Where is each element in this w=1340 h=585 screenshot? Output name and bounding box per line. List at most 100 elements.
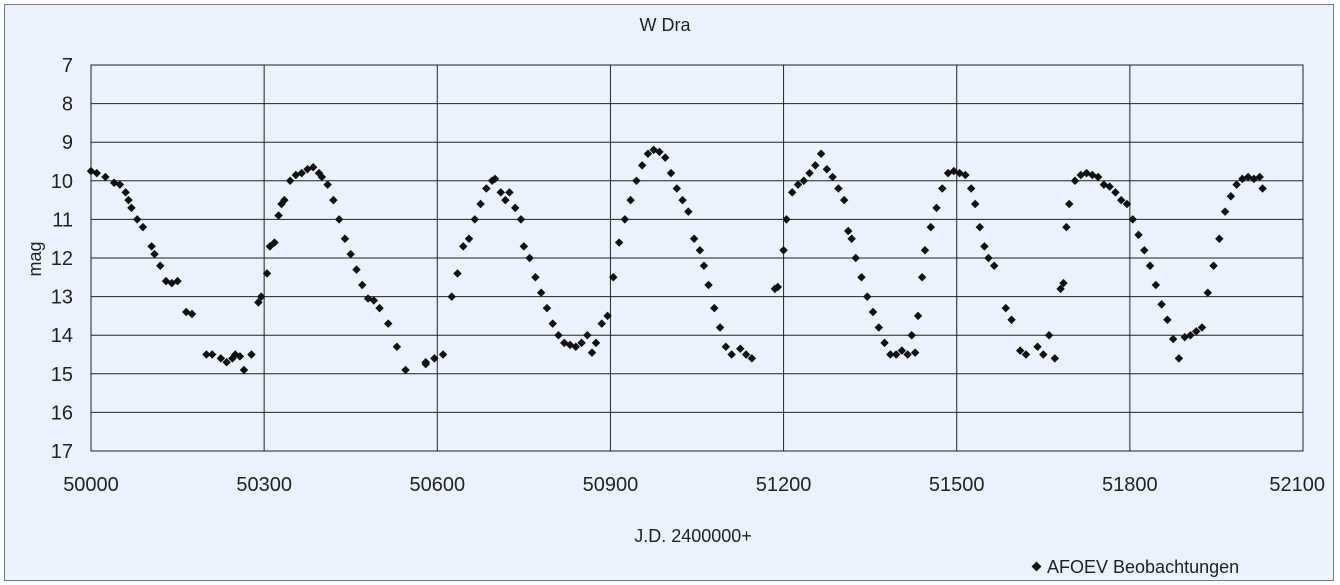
y-tick-label: 12 (51, 248, 73, 270)
data-point (1191, 327, 1201, 336)
y-tick-label: 9 (62, 132, 73, 154)
data-point (317, 172, 327, 182)
x-axis-label: J.D. 2400000+ (634, 526, 752, 546)
data-point (1044, 330, 1054, 340)
y-tick-label: 11 (52, 209, 73, 231)
data-point (1203, 288, 1213, 297)
legend-marker (1031, 561, 1042, 572)
y-tick-label: 14 (51, 325, 73, 347)
data-point (476, 199, 485, 209)
data-point (907, 330, 916, 340)
data-point (1174, 354, 1184, 363)
data-point (603, 311, 612, 321)
data-point (358, 280, 367, 290)
data-point (1151, 280, 1161, 290)
data-point (577, 338, 586, 348)
data-point (222, 357, 231, 367)
data-point (121, 188, 130, 197)
data-point (453, 269, 462, 278)
data-point (868, 307, 878, 317)
x-tick-labels: 50000 50300 50600 50900 51200 51500 51800 52100 (63, 474, 1325, 496)
data-point (207, 350, 217, 359)
y-tick-label: 8 (62, 94, 73, 116)
y-tick-labels: 7 8 9 10 11 12 13 14 15 16 17 (51, 55, 73, 463)
data-point (710, 303, 719, 313)
data-point (470, 215, 480, 224)
data-point (92, 168, 102, 178)
data-point (459, 242, 468, 251)
data-point (147, 242, 156, 251)
data-point (262, 269, 272, 278)
data-point (127, 203, 136, 213)
chart-frame: W Dra 7 8 9 10 11 12 13 14 15 16 17 50000 50300 5060… (4, 4, 1334, 581)
data-point (340, 234, 350, 243)
data-point (1033, 342, 1042, 352)
data-point (897, 346, 907, 355)
data-point (736, 344, 745, 353)
data-point (747, 354, 757, 363)
data-point (913, 311, 923, 321)
data-point (308, 163, 318, 172)
data-point (587, 348, 597, 357)
data-point (891, 350, 901, 359)
data-point (863, 292, 872, 301)
data-point (369, 296, 379, 305)
data-point (1001, 303, 1011, 313)
data-point (1157, 300, 1166, 309)
data-point (329, 195, 338, 205)
data-point (1168, 334, 1178, 344)
data-point (124, 195, 133, 205)
data-point (202, 350, 211, 359)
data-point (505, 188, 514, 197)
data-point (536, 288, 546, 297)
data-point (583, 330, 592, 340)
data-point (1163, 315, 1172, 325)
data-point (1145, 261, 1155, 270)
data-point (1039, 350, 1048, 359)
data-point (430, 354, 439, 363)
data-point (280, 195, 289, 205)
x-tick-label: 50600 (409, 474, 465, 496)
y-tick-label: 17 (51, 441, 73, 463)
data-point (1209, 261, 1218, 270)
data-point (270, 238, 279, 247)
light-curve-chart: W Dra 7 8 9 10 11 12 13 14 15 16 17 50000 50300 5060… (25, 15, 1325, 577)
data-point (609, 273, 618, 282)
data-point (501, 195, 510, 205)
x-tick-label: 50000 (63, 474, 119, 496)
chart-title: W Dra (640, 15, 692, 35)
data-point (496, 188, 506, 197)
data-point (597, 319, 607, 328)
data-point (1015, 346, 1025, 355)
data-point (1050, 354, 1060, 363)
data-point (917, 273, 927, 282)
x-tick-label: 50300 (236, 474, 292, 496)
data-point (239, 365, 249, 375)
data-point (727, 350, 736, 359)
data-point (704, 280, 713, 290)
y-tick-label: 13 (51, 287, 73, 309)
x-tick-label: 50900 (583, 474, 639, 496)
data-point (490, 174, 500, 184)
data-point (548, 319, 557, 328)
y-axis-label: mag (25, 241, 45, 276)
x-tick-label: 51500 (929, 474, 985, 496)
data-point (150, 249, 159, 259)
data-point (1059, 278, 1068, 288)
data-point (482, 184, 491, 193)
data-point (874, 323, 884, 332)
data-point (254, 298, 263, 307)
data-point (715, 323, 725, 332)
data-point (334, 215, 344, 224)
data-point (773, 282, 783, 292)
y-tick-label: 10 (51, 171, 73, 193)
data-point (591, 338, 601, 348)
data-point (257, 292, 266, 301)
data-point (721, 342, 731, 352)
legend: AFOEV Beobachtungen (1031, 557, 1239, 577)
data-point (542, 303, 552, 313)
data-point (323, 180, 332, 189)
data-point (297, 168, 306, 178)
y-tick-label: 16 (51, 402, 73, 424)
data-point (216, 354, 226, 363)
